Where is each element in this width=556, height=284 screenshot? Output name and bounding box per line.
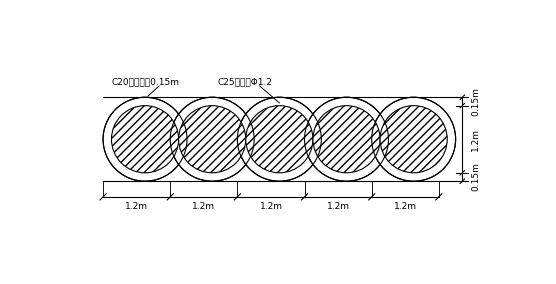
Circle shape [313, 106, 380, 173]
Text: C25桩芯砼Φ1.2: C25桩芯砼Φ1.2 [218, 77, 273, 86]
Circle shape [372, 97, 455, 181]
Circle shape [170, 97, 254, 181]
Text: 1.2m: 1.2m [471, 128, 480, 151]
Text: 1.2m: 1.2m [394, 202, 417, 211]
Text: 0.15m: 0.15m [471, 162, 480, 191]
Circle shape [237, 97, 321, 181]
Circle shape [246, 106, 313, 173]
Text: 1.2m: 1.2m [326, 202, 350, 211]
Circle shape [380, 106, 447, 173]
Circle shape [111, 106, 178, 173]
Text: 1.2m: 1.2m [192, 202, 215, 211]
Text: 1.2m: 1.2m [260, 202, 282, 211]
Text: C20砼护壁厚0.15m: C20砼护壁厚0.15m [111, 77, 180, 86]
Circle shape [305, 97, 389, 181]
Circle shape [103, 97, 187, 181]
Text: 1.2m: 1.2m [125, 202, 148, 211]
Text: 0.15m: 0.15m [471, 87, 480, 116]
Circle shape [178, 106, 246, 173]
